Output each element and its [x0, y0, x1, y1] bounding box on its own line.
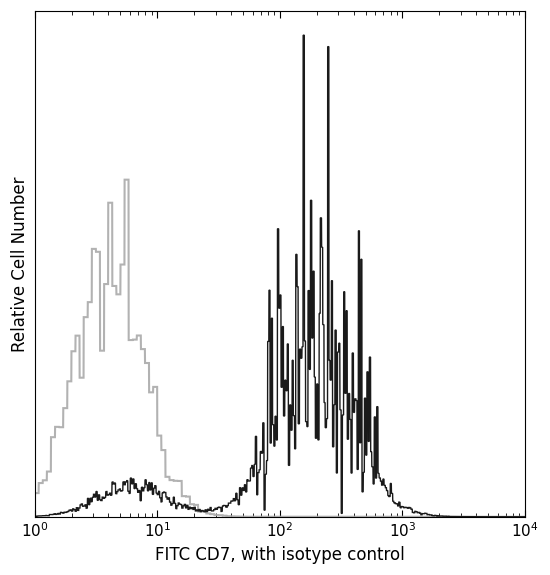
X-axis label: FITC CD7, with isotype control: FITC CD7, with isotype control — [155, 546, 405, 564]
Y-axis label: Relative Cell Number: Relative Cell Number — [11, 176, 29, 352]
